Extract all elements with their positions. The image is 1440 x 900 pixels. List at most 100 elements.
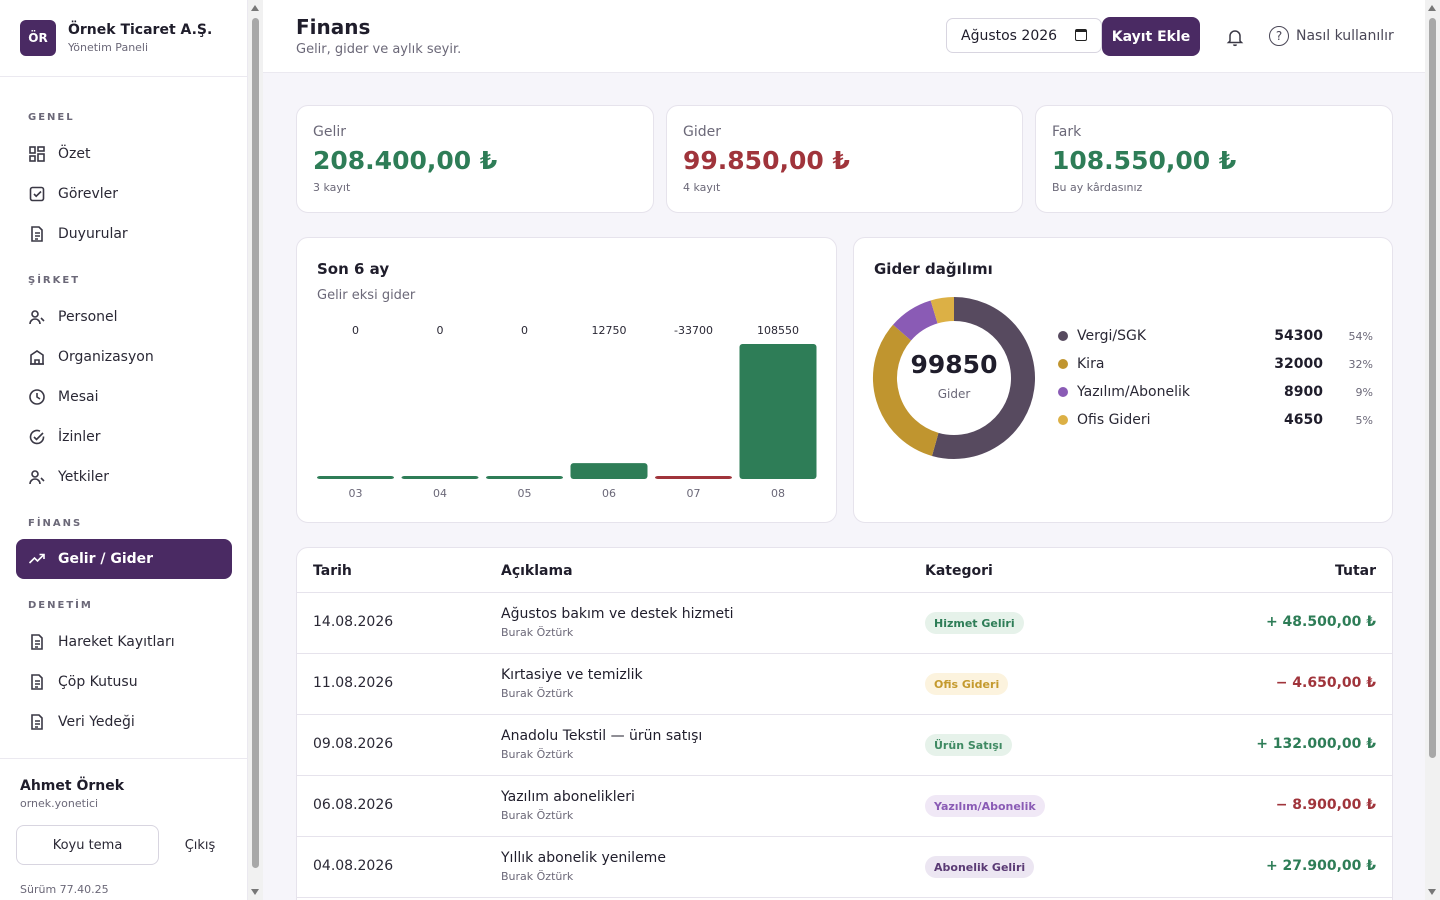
document-icon — [31, 226, 43, 242]
user-handle: ornek.yonetici — [20, 797, 99, 810]
category-badge: Ofis Gideri — [925, 673, 1009, 695]
sidebar-scrollbar[interactable] — [248, 0, 263, 900]
bar-value-label: 12750 — [592, 324, 627, 337]
add-record-button[interactable]: Kayıt Ekle — [1102, 17, 1200, 56]
legend-label: Kira — [1077, 356, 1105, 372]
sidebar-item-duyurular[interactable]: Duyurular — [16, 214, 232, 254]
bar-value-label: -33700 — [674, 324, 713, 337]
donut-center-value: 99850 — [910, 350, 998, 379]
scroll-down-arrow-icon[interactable] — [1428, 889, 1436, 895]
column-header-date[interactable]: Tarih — [313, 563, 352, 579]
brand-logo: ÖR — [20, 20, 56, 56]
bar-value-label: 0 — [352, 324, 359, 337]
row-description: Yazılım abonelikleri — [501, 789, 635, 805]
sidebar-item-label: Gelir / Gider — [58, 551, 154, 567]
section-finans: FİNANS — [28, 518, 83, 529]
bar — [401, 476, 479, 479]
sidebar-item-mesai[interactable]: Mesai — [16, 377, 232, 417]
page-subtitle: Gelir, gider ve aylık seyir. — [296, 42, 462, 57]
help-link[interactable]: ? Nasıl kullanılır — [1269, 26, 1394, 46]
section-denetim: DENETİM — [28, 600, 93, 611]
table-row[interactable]: 04.08.2026 Yıllık abonelik yenileme Bura… — [297, 837, 1392, 898]
sidebar: ÖR Örnek Ticaret A.Ş. Yönetim Paneli GEN… — [0, 0, 248, 900]
sidebar-item-gorevler[interactable]: Görevler — [16, 174, 232, 214]
document-icon — [31, 714, 43, 730]
sidebar-item-veri-yedegi[interactable]: Veri Yedeği — [16, 702, 232, 742]
bar — [570, 463, 648, 479]
month-picker[interactable]: Ağustos 2026 — [946, 18, 1102, 53]
user-name: Ahmet Örnek — [20, 778, 125, 794]
bar-chart: 0 03 0 04 0 05 12750 06 -33700 07 108550 08 — [317, 324, 817, 500]
calendar-icon[interactable] — [1075, 29, 1087, 41]
sidebar-item-label: Organizasyon — [58, 349, 154, 365]
scroll-up-arrow-icon[interactable] — [1428, 5, 1436, 11]
sidebar-item-cop-kutusu[interactable]: Çöp Kutusu — [16, 662, 232, 702]
sidebar-item-gelir-gider[interactable]: Gelir / Gider — [16, 539, 232, 579]
user-icon — [29, 470, 45, 485]
bar-value-label: 108550 — [757, 324, 799, 337]
table-row[interactable]: 06.08.2026 Yazılım abonelikleri Burak Öz… — [297, 776, 1392, 837]
checkbox-icon — [29, 186, 45, 202]
scroll-thumb[interactable] — [252, 18, 259, 868]
sidebar-item-label: Özet — [58, 146, 91, 162]
x-tick-label: 06 — [602, 487, 616, 500]
legend-percent: 9% — [1355, 385, 1373, 399]
table-header: Tarih Açıklama Kategori Tutar — [297, 548, 1392, 593]
legend-percent: 54% — [1348, 329, 1373, 343]
sidebar-item-label: İzinler — [58, 429, 101, 445]
sidebar-item-hareket-kayitlari[interactable]: Hareket Kayıtları — [16, 622, 232, 662]
sidebar-item-yetkiler[interactable]: Yetkiler — [16, 457, 232, 497]
sidebar-item-label: Hareket Kayıtları — [58, 634, 175, 650]
sidebar-item-ozet[interactable]: Özet — [16, 134, 232, 174]
category-badge: Abonelik Geliri — [925, 856, 1035, 878]
page-scrollbar[interactable] — [1425, 0, 1440, 900]
donut-slice — [930, 297, 955, 324]
monthly-chart-panel: Son 6 ay Gelir eksi gider 0 03 0 04 0 05 12750… — [296, 237, 837, 523]
stat-value: 99.850,00 ₺ — [683, 146, 850, 175]
stat-note: 3 kayıt — [313, 181, 351, 194]
legend-percent: 32% — [1348, 357, 1373, 371]
stat-card-difference: Fark 108.550,00 ₺ Bu ay kârdasınız — [1035, 105, 1393, 213]
user-icon — [29, 310, 45, 325]
scroll-down-arrow-icon[interactable] — [251, 889, 259, 895]
sidebar-item-personel[interactable]: Personel — [16, 297, 232, 337]
trend-icon — [28, 553, 45, 564]
section-sirket: ŞİRKET — [28, 275, 81, 286]
dark-theme-button[interactable]: Koyu tema — [16, 825, 159, 865]
scroll-up-arrow-icon[interactable] — [251, 5, 259, 11]
section-genel: GENEL — [28, 112, 75, 123]
legend-item: Kira 32000 32% — [1058, 353, 1373, 375]
row-author: Burak Öztürk — [501, 870, 574, 883]
category-badge: Ürün Satışı — [925, 734, 1012, 756]
row-description: Ağustos bakım ve destek hizmeti — [501, 606, 734, 622]
row-author: Burak Öztürk — [501, 809, 574, 822]
page-title: Finans — [296, 15, 371, 39]
stat-card-income: Gelir 208.400,00 ₺ 3 kayıt — [296, 105, 654, 213]
stat-label: Gelir — [313, 124, 346, 140]
sidebar-item-izinler[interactable]: İzinler — [16, 417, 232, 457]
row-description: Kırtasiye ve temizlik — [501, 667, 643, 683]
column-header-category[interactable]: Kategori — [925, 563, 993, 579]
stat-value: 108.550,00 ₺ — [1052, 146, 1237, 175]
scroll-thumb[interactable] — [1429, 18, 1436, 758]
row-author: Burak Öztürk — [501, 626, 574, 639]
table-row[interactable]: 11.08.2026 Kırtasiye ve temizlik Burak Ö… — [297, 654, 1392, 715]
column-header-description[interactable]: Açıklama — [501, 563, 573, 579]
bar-value-label: 0 — [521, 324, 528, 337]
help-label: Nasıl kullanılır — [1296, 28, 1394, 44]
sidebar-item-label: Duyurular — [58, 226, 128, 242]
version-label: Sürüm 77.40.25 — [20, 883, 109, 896]
sidebar-item-organizasyon[interactable]: Organizasyon — [16, 337, 232, 377]
legend-dot — [1058, 415, 1068, 425]
column-header-amount[interactable]: Tutar — [1334, 563, 1376, 579]
bell-icon[interactable] — [1225, 27, 1245, 47]
building-icon — [30, 350, 44, 365]
transactions-table: Tarih Açıklama Kategori Tutar 14.08.2026… — [296, 547, 1393, 900]
sidebar-item-label: Görevler — [58, 186, 119, 202]
logout-button[interactable]: Çıkış — [174, 825, 226, 865]
document-icon — [31, 674, 43, 690]
table-row[interactable]: 09.08.2026 Anadolu Tekstil — ürün satışı… — [297, 715, 1392, 776]
sidebar-item-label: Veri Yedeği — [58, 714, 135, 730]
table-row[interactable]: 14.08.2026 Ağustos bakım ve destek hizme… — [297, 593, 1392, 654]
bar — [655, 476, 732, 479]
